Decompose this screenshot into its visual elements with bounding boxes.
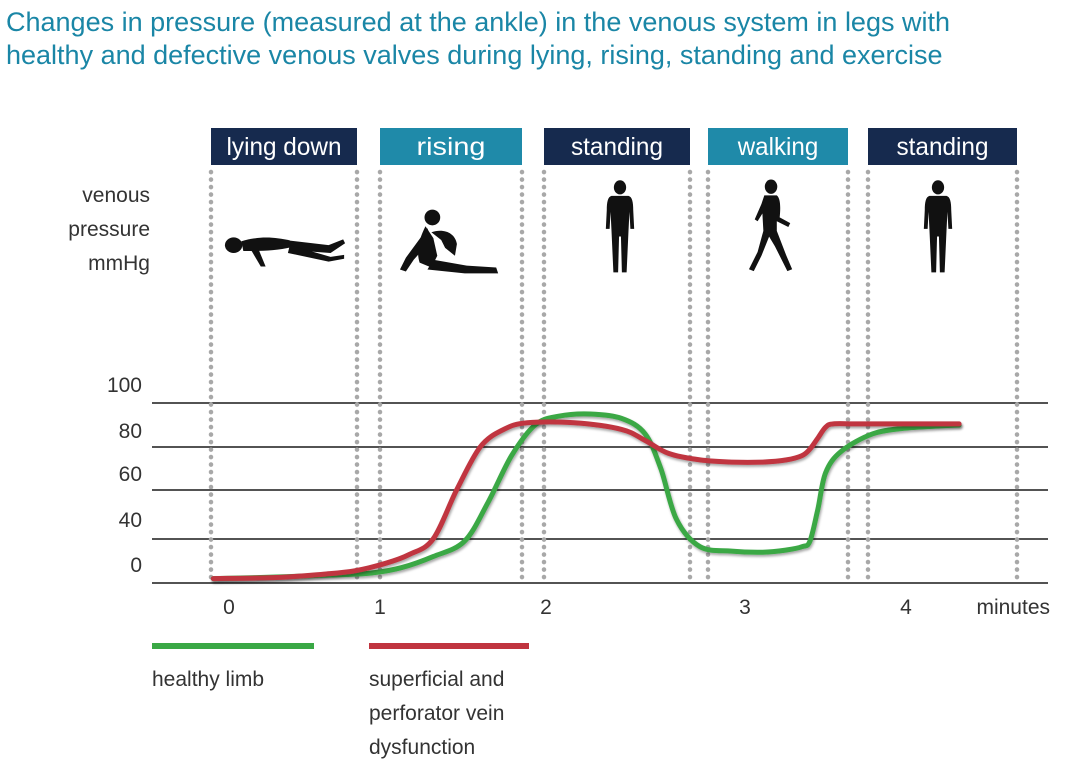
phase-header-box bbox=[544, 128, 690, 165]
phase-header-box bbox=[380, 128, 522, 165]
phase-header-box bbox=[708, 128, 848, 165]
x-tick-labels: 0 1 2 3 4 minutes bbox=[223, 596, 1050, 619]
phase-dividers bbox=[208, 169, 1020, 583]
legend-label-line: dysfunction bbox=[369, 736, 475, 759]
sitting-figure-icon bbox=[399, 209, 499, 274]
legend-item: superficial and perforator vein dysfunctio… bbox=[369, 643, 529, 759]
phase-header-1: lying down bbox=[211, 128, 357, 165]
legend-item: healthy limb bbox=[152, 643, 314, 691]
x-tick-label: 3 bbox=[739, 596, 751, 619]
legend-label: superficial and perforator vein dysfunctio… bbox=[369, 668, 504, 759]
y-axis-label-line: venous bbox=[82, 184, 150, 207]
y-axis-label-line: mmHg bbox=[88, 252, 150, 275]
series-lines bbox=[210, 411, 962, 582]
standing-figure-icon bbox=[605, 180, 635, 273]
phase-header-box bbox=[211, 128, 357, 165]
phase-header-2: rising bbox=[380, 128, 522, 165]
phase-header-box bbox=[868, 128, 1017, 165]
y-axis-label-line: pressure bbox=[68, 218, 150, 241]
y-tick-label: 60 bbox=[119, 463, 142, 486]
x-axis-label: minutes bbox=[976, 596, 1050, 619]
chart-title-line-1: Changes in pressure (measured at the ank… bbox=[6, 7, 950, 37]
phase-figures bbox=[224, 179, 953, 274]
x-tick-label: 2 bbox=[540, 596, 552, 619]
legend: healthy limb superficial and perforator ve… bbox=[152, 643, 529, 759]
phase-header-label: lying down bbox=[227, 133, 342, 161]
y-tick-label: 40 bbox=[119, 509, 142, 532]
series-line-vein-dysfunction bbox=[210, 419, 962, 582]
chart-title: Changes in pressure (measured at the ank… bbox=[6, 6, 1066, 72]
phase-header-label: standing bbox=[571, 133, 663, 161]
walking-figure-icon bbox=[748, 179, 793, 272]
legend-label-line: superficial and bbox=[369, 668, 504, 691]
lying-figure-icon bbox=[224, 237, 346, 267]
x-tick-label: 4 bbox=[900, 596, 912, 619]
series-line-healthy-limb bbox=[210, 411, 962, 582]
chart-title-line-2: healthy and defective venous valves duri… bbox=[6, 40, 943, 70]
y-tick-labels: 0 40 60 80 100 bbox=[107, 374, 142, 577]
phase-headers: lying down rising standing walking standing bbox=[211, 128, 1017, 165]
y-axis-label: venous pressure mmHg bbox=[68, 184, 150, 275]
phase-header-5: standing bbox=[868, 128, 1017, 165]
y-tick-label: 100 bbox=[107, 374, 142, 397]
phase-header-4: walking bbox=[708, 128, 848, 165]
phase-header-label: standing bbox=[897, 133, 989, 161]
x-tick-label: 1 bbox=[374, 596, 386, 619]
phase-header-3: standing bbox=[544, 128, 690, 165]
x-tick-label: 0 bbox=[223, 596, 235, 619]
standing-figure-icon bbox=[923, 180, 953, 273]
y-tick-label: 80 bbox=[119, 420, 142, 443]
y-tick-label: 0 bbox=[130, 554, 142, 577]
phase-header-label: walking bbox=[737, 133, 818, 161]
legend-label-line: perforator vein bbox=[369, 702, 504, 725]
phase-header-label: rising bbox=[417, 133, 486, 161]
legend-label: healthy limb bbox=[152, 668, 264, 691]
gridlines bbox=[152, 402, 1048, 584]
